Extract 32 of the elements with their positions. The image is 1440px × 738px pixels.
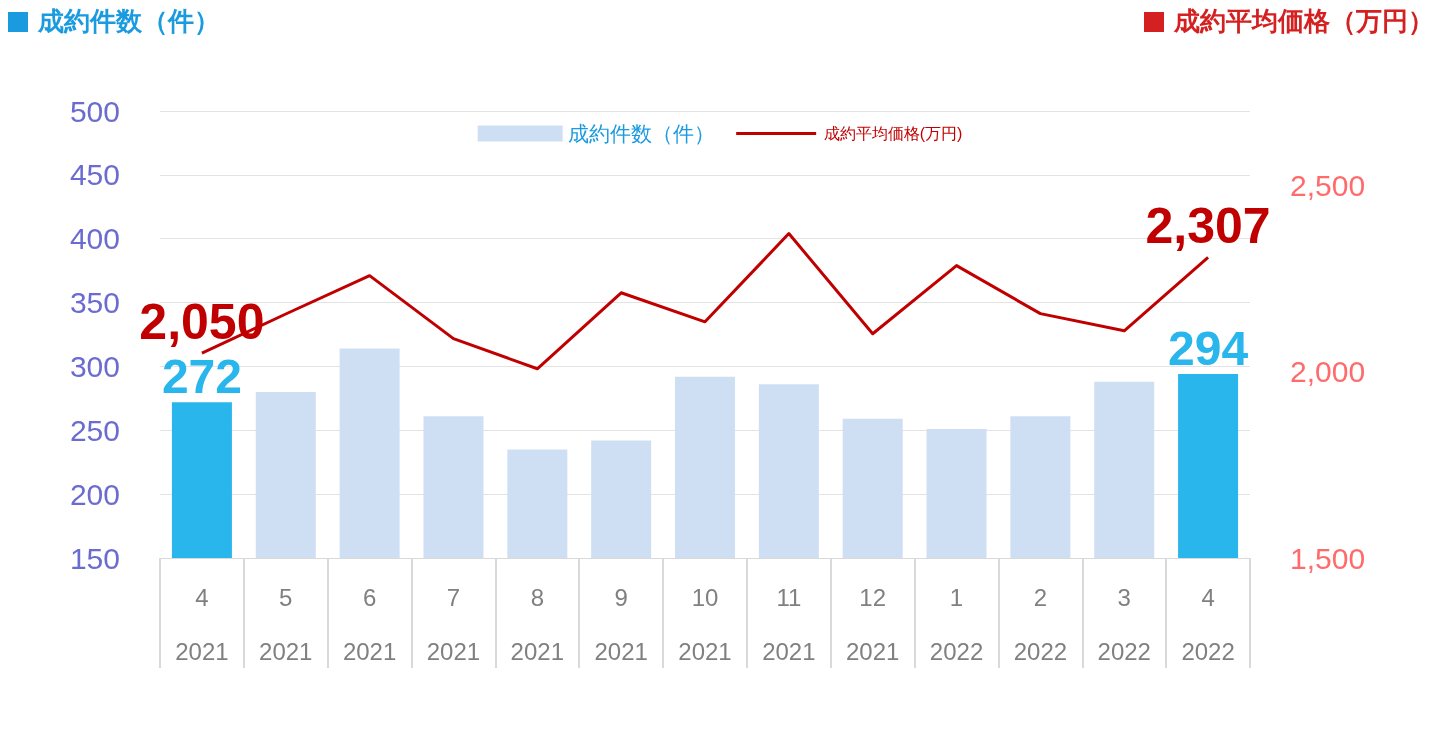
y2-tick-label: 2,500	[1290, 169, 1366, 202]
y-tick-label: 300	[69, 349, 120, 383]
x-tick-label: 8 2021	[510, 583, 564, 665]
data-label: 2,307	[1145, 198, 1271, 255]
legend-label: 成約件数（件）	[567, 122, 715, 145]
y2-axis-title: 成約平均価格（万円）	[1174, 5, 1434, 38]
y-tick-label: 350	[69, 286, 120, 320]
data-label: 294	[1168, 321, 1249, 375]
x-tick-label: 10 2021	[678, 583, 732, 665]
x-tick-label: 5 2021	[259, 583, 313, 665]
data-label: 2,050	[139, 294, 265, 351]
y-tick-label: 400	[69, 222, 120, 256]
x-tick-label: 11 2021	[762, 583, 816, 665]
y-tick-label: 450	[69, 158, 120, 192]
x-tick-label: 7 2021	[426, 583, 481, 665]
y2-tick-label: 1,500	[1290, 541, 1366, 575]
y-tick-label: 500	[69, 94, 120, 128]
x-tick-label: 12 2021	[846, 583, 900, 665]
x-tick-label: 4 2022	[1181, 583, 1235, 665]
x-tick-label: 9 2021	[594, 583, 648, 665]
x-tick-label: 3 2022	[1097, 583, 1151, 665]
legend-label: 成約平均価格(万円)	[823, 125, 963, 142]
x-tick-label: 6 2021	[342, 583, 397, 665]
x-tick-label: 4 2021	[175, 583, 229, 665]
data-label: 272	[161, 349, 242, 403]
y-tick-label: 250	[69, 413, 120, 447]
y-tick-label: 150	[69, 541, 120, 575]
y2-tick-label: 2,000	[1290, 355, 1366, 389]
x-tick-label: 2 2022	[1013, 583, 1068, 665]
y-tick-label: 200	[69, 477, 120, 511]
x-tick-label: 1 2022	[929, 583, 984, 665]
y-axis-title: 成約件数（件）	[38, 5, 220, 38]
